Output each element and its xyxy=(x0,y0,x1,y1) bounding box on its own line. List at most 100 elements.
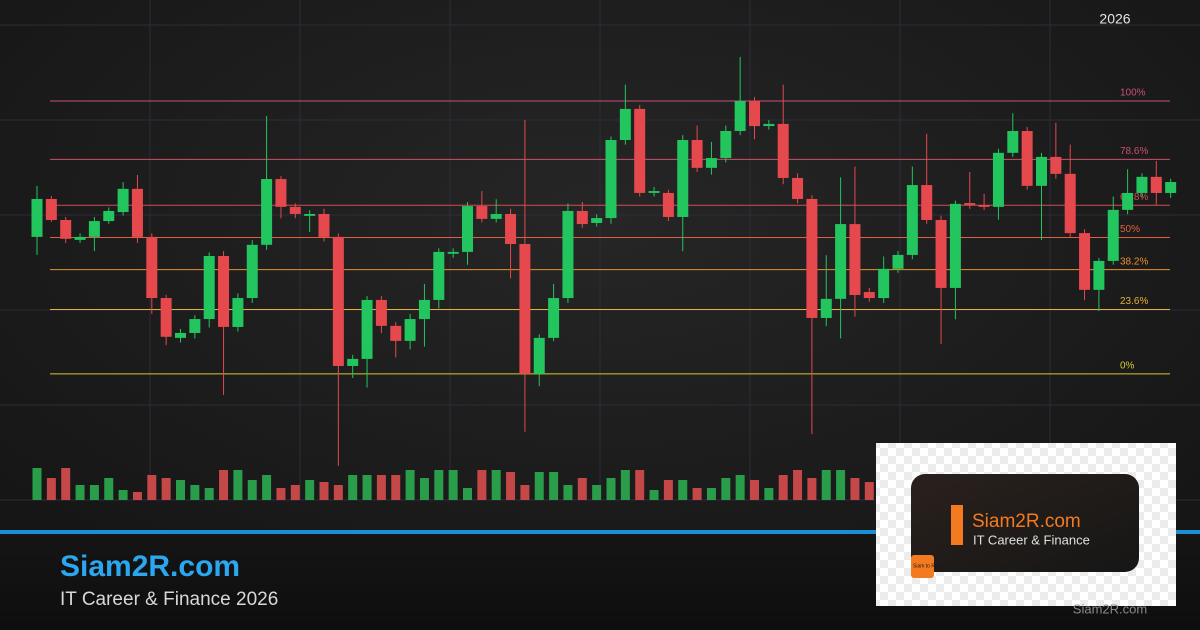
candle-body xyxy=(117,188,129,213)
candle-body xyxy=(375,299,387,326)
volume-bar xyxy=(419,478,429,500)
candle-body xyxy=(1079,233,1091,290)
candle-body xyxy=(777,123,789,178)
candle-body xyxy=(304,213,316,216)
volume-bar xyxy=(793,470,803,500)
volume-bar xyxy=(190,485,200,500)
candle-body xyxy=(935,219,947,288)
fib-label: 61.8% xyxy=(1120,192,1148,203)
volume-bar xyxy=(520,485,530,500)
candle-body xyxy=(45,198,57,220)
candle-body xyxy=(1064,173,1076,234)
candle-body xyxy=(490,213,502,219)
candle-body xyxy=(705,158,717,168)
volume-bar xyxy=(764,488,774,500)
candle-body xyxy=(418,299,430,320)
candle-body xyxy=(1136,176,1148,193)
watermark: Siam2R.com xyxy=(1073,601,1147,616)
volume-bar xyxy=(233,470,243,500)
volume-bar xyxy=(491,470,501,500)
candle-body xyxy=(1007,131,1019,153)
candle-body xyxy=(964,203,976,205)
brand-subtitle: IT Career & Finance 2026 xyxy=(60,589,278,610)
candle-body xyxy=(576,210,588,225)
logo-subtitle: IT Career & Finance xyxy=(973,532,1090,547)
volume-bar xyxy=(434,470,444,500)
candle-body xyxy=(505,213,517,244)
volume-bar xyxy=(448,470,458,500)
candle-body xyxy=(1036,156,1047,186)
candle-body xyxy=(605,140,617,219)
volume-bar xyxy=(391,475,401,500)
candle-body xyxy=(1093,260,1105,290)
candle-body xyxy=(992,152,1004,207)
volume-bar xyxy=(276,488,286,500)
volume-bar xyxy=(620,470,630,500)
candle-body xyxy=(863,292,875,299)
candle-body xyxy=(146,236,158,299)
year-label: 2026 xyxy=(1099,11,1130,27)
volume-bar xyxy=(75,485,85,500)
candle-body xyxy=(906,185,918,255)
volume-bar xyxy=(721,478,731,500)
volume-bar xyxy=(176,480,185,500)
logo-title: Siam2R.com xyxy=(972,511,1081,532)
volume-bar xyxy=(635,470,645,500)
candle-body xyxy=(878,268,890,299)
volume-bar xyxy=(663,480,673,500)
candle-body xyxy=(275,179,287,207)
volume-bar xyxy=(46,478,56,500)
candle-body xyxy=(1021,131,1033,186)
candle-body xyxy=(835,224,847,299)
volume-bar xyxy=(807,478,817,500)
candle-body xyxy=(720,131,732,159)
volume-bar xyxy=(836,470,846,500)
logo-badge xyxy=(911,555,934,578)
candle-body xyxy=(591,218,603,223)
volume-bar xyxy=(376,475,386,500)
volume-bar xyxy=(32,468,42,500)
candle-body xyxy=(175,332,186,338)
candle-body xyxy=(476,206,488,219)
candle-body xyxy=(289,206,301,214)
volume-bar xyxy=(89,485,99,500)
fib-label: 78.6% xyxy=(1120,146,1148,157)
fib-label: 38.2% xyxy=(1120,256,1148,267)
volume-bar xyxy=(333,485,343,500)
candle-body xyxy=(203,256,215,320)
candle-body xyxy=(533,337,545,374)
volume-bar xyxy=(319,482,329,500)
volume-bar xyxy=(362,475,372,500)
candle-body xyxy=(892,254,904,269)
divider xyxy=(0,530,1200,534)
volume-bar xyxy=(750,480,759,500)
candle-body xyxy=(1122,192,1134,210)
volume-bar xyxy=(778,475,788,500)
fib-label: 50% xyxy=(1120,224,1140,235)
candle-body xyxy=(347,358,359,366)
candle-body xyxy=(361,299,373,359)
candle-body xyxy=(619,108,631,141)
candle-body xyxy=(978,204,990,207)
logo: Siam2R.com IT Career & Finance Siam to R… xyxy=(876,443,1176,606)
volume-bar xyxy=(290,485,300,500)
candle-body xyxy=(189,319,201,333)
volume-bar xyxy=(147,475,157,500)
volume-bar xyxy=(219,470,229,500)
grid xyxy=(0,0,1200,501)
candle-body xyxy=(662,192,674,217)
candle-body xyxy=(519,243,531,374)
candle-body xyxy=(734,100,746,132)
volume-bar xyxy=(463,488,472,500)
volume-bar xyxy=(118,490,128,500)
candle-body xyxy=(261,179,273,245)
volume-bar xyxy=(534,472,544,500)
candle-body xyxy=(390,325,402,341)
fib-label: 23.6% xyxy=(1120,296,1148,307)
volume-bar xyxy=(692,488,702,500)
candles xyxy=(31,57,1177,466)
candle-body xyxy=(949,203,961,288)
candle-body xyxy=(31,198,43,237)
candle-body xyxy=(88,221,100,237)
candle-body xyxy=(218,256,230,327)
